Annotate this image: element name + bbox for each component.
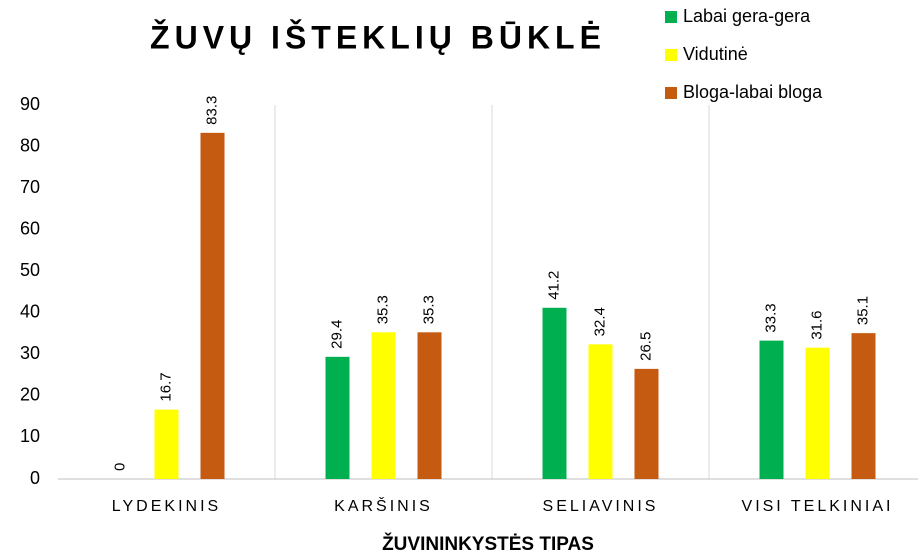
x-tick-label: KARŠINIS bbox=[334, 496, 433, 515]
bar bbox=[851, 333, 876, 479]
x-tick-label: SELIAVINIS bbox=[543, 498, 659, 515]
bar bbox=[588, 344, 613, 479]
y-tick-label: 30 bbox=[20, 343, 40, 363]
data-label: 83.3 bbox=[203, 96, 220, 125]
data-label: 35.1 bbox=[854, 296, 871, 325]
y-tick-label: 0 bbox=[30, 468, 40, 488]
data-label: 32.4 bbox=[591, 307, 608, 336]
data-label: 41.2 bbox=[545, 271, 562, 300]
data-label: 29.4 bbox=[328, 320, 345, 349]
data-label: 35.3 bbox=[420, 295, 437, 324]
y-tick-label: 50 bbox=[20, 260, 40, 280]
bar bbox=[325, 356, 350, 479]
bar bbox=[371, 332, 396, 479]
x-axis-title: ŽUVININKYSTĖS TIPAS bbox=[382, 533, 594, 555]
legend-swatch bbox=[665, 49, 677, 61]
x-tick-label: VISI TELKINIAI bbox=[742, 498, 894, 515]
data-label: 0 bbox=[111, 463, 128, 471]
bar bbox=[634, 368, 659, 479]
y-tick-label: 90 bbox=[20, 94, 40, 114]
y-tick-label: 20 bbox=[20, 385, 40, 405]
y-tick-label: 80 bbox=[20, 135, 40, 155]
x-tick-label: LYDEKINIS bbox=[112, 498, 221, 515]
data-label: 26.5 bbox=[637, 332, 654, 361]
data-label: 31.6 bbox=[808, 310, 825, 339]
y-tick-label: 70 bbox=[20, 177, 40, 197]
data-label: 16.7 bbox=[157, 372, 174, 401]
y-tick-label: 60 bbox=[20, 218, 40, 238]
bar bbox=[805, 347, 830, 479]
data-label: 33.3 bbox=[762, 303, 779, 332]
chart-title: ŽUVŲ IŠTEKLIŲ BŪKLĖ bbox=[150, 19, 606, 55]
legend-label: Labai gera-gera bbox=[683, 6, 811, 26]
legend-label: Vidutinė bbox=[683, 44, 748, 64]
bar bbox=[759, 340, 784, 479]
data-label: 35.3 bbox=[374, 295, 391, 324]
legend-label: Bloga-labai bloga bbox=[683, 82, 823, 102]
legend-swatch bbox=[665, 11, 677, 23]
bar bbox=[542, 307, 567, 479]
y-tick-label: 40 bbox=[20, 302, 40, 322]
bar bbox=[417, 332, 442, 479]
bar bbox=[200, 132, 225, 479]
bar bbox=[154, 409, 179, 479]
y-tick-label: 10 bbox=[20, 426, 40, 446]
legend-swatch bbox=[665, 87, 677, 99]
